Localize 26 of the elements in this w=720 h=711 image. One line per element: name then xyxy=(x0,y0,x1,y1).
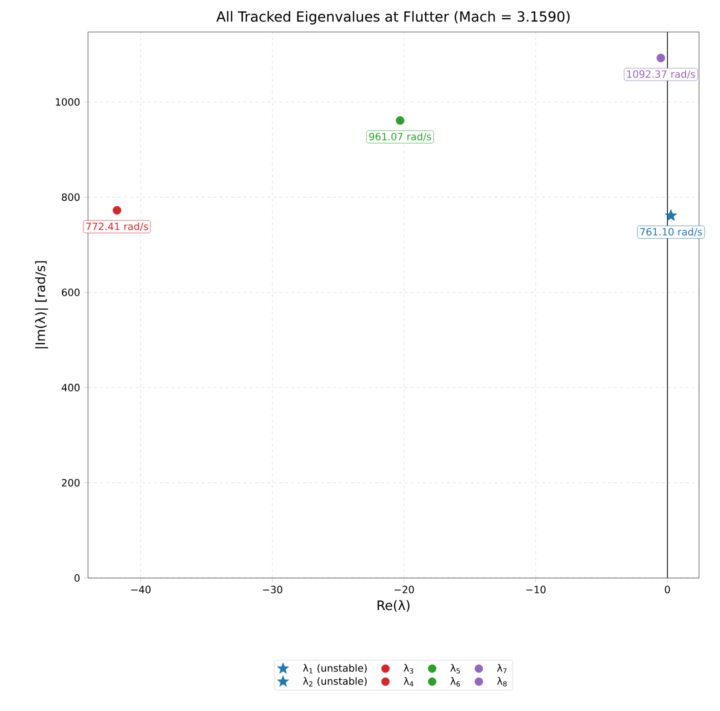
y-tick-label: 1000 xyxy=(56,98,80,106)
legend-label: λ$_{5}$ xyxy=(450,664,460,674)
y-tick-label: 200 xyxy=(62,479,80,487)
legend-label: λ$_{1}$ (unstable) xyxy=(303,664,367,674)
legend-label: λ$_{8}$ xyxy=(497,677,507,687)
y-tick-label: 600 xyxy=(62,288,80,296)
x-axis-title: Re(λ) xyxy=(378,600,410,612)
annotation: 1092.37 rad/s xyxy=(627,70,696,79)
legend-label: λ$_{4}$ xyxy=(404,677,414,686)
chart-title: All Tracked Eigenvalues at Flutter (Mach = 3.1590) xyxy=(216,10,570,24)
annotation: 761.10 rad/s xyxy=(640,228,702,236)
legend-label: λ$_{7}$ xyxy=(497,664,507,674)
y-axis-title: |Im(λ)| [rad/s] xyxy=(35,261,48,348)
legend-label: λ$_{3}$ xyxy=(404,664,414,674)
y-tick-label: 800 xyxy=(62,193,80,201)
x-tick-label: 0 xyxy=(664,586,670,594)
x-tick-label: −40 xyxy=(131,586,151,594)
x-tick-label: −30 xyxy=(262,586,282,594)
x-tick-label: −20 xyxy=(394,586,414,594)
legend-label: λ$_{2}$ (unstable) xyxy=(303,677,367,686)
x-tick-label: −10 xyxy=(526,586,546,594)
annotation: 961.07 rad/s xyxy=(369,132,432,142)
y-tick-label: 0 xyxy=(74,574,80,582)
legend-label: λ$_{6}$ xyxy=(450,677,460,687)
y-tick-label: 400 xyxy=(62,384,80,392)
annotation: 772.41 rad/s xyxy=(86,222,148,231)
